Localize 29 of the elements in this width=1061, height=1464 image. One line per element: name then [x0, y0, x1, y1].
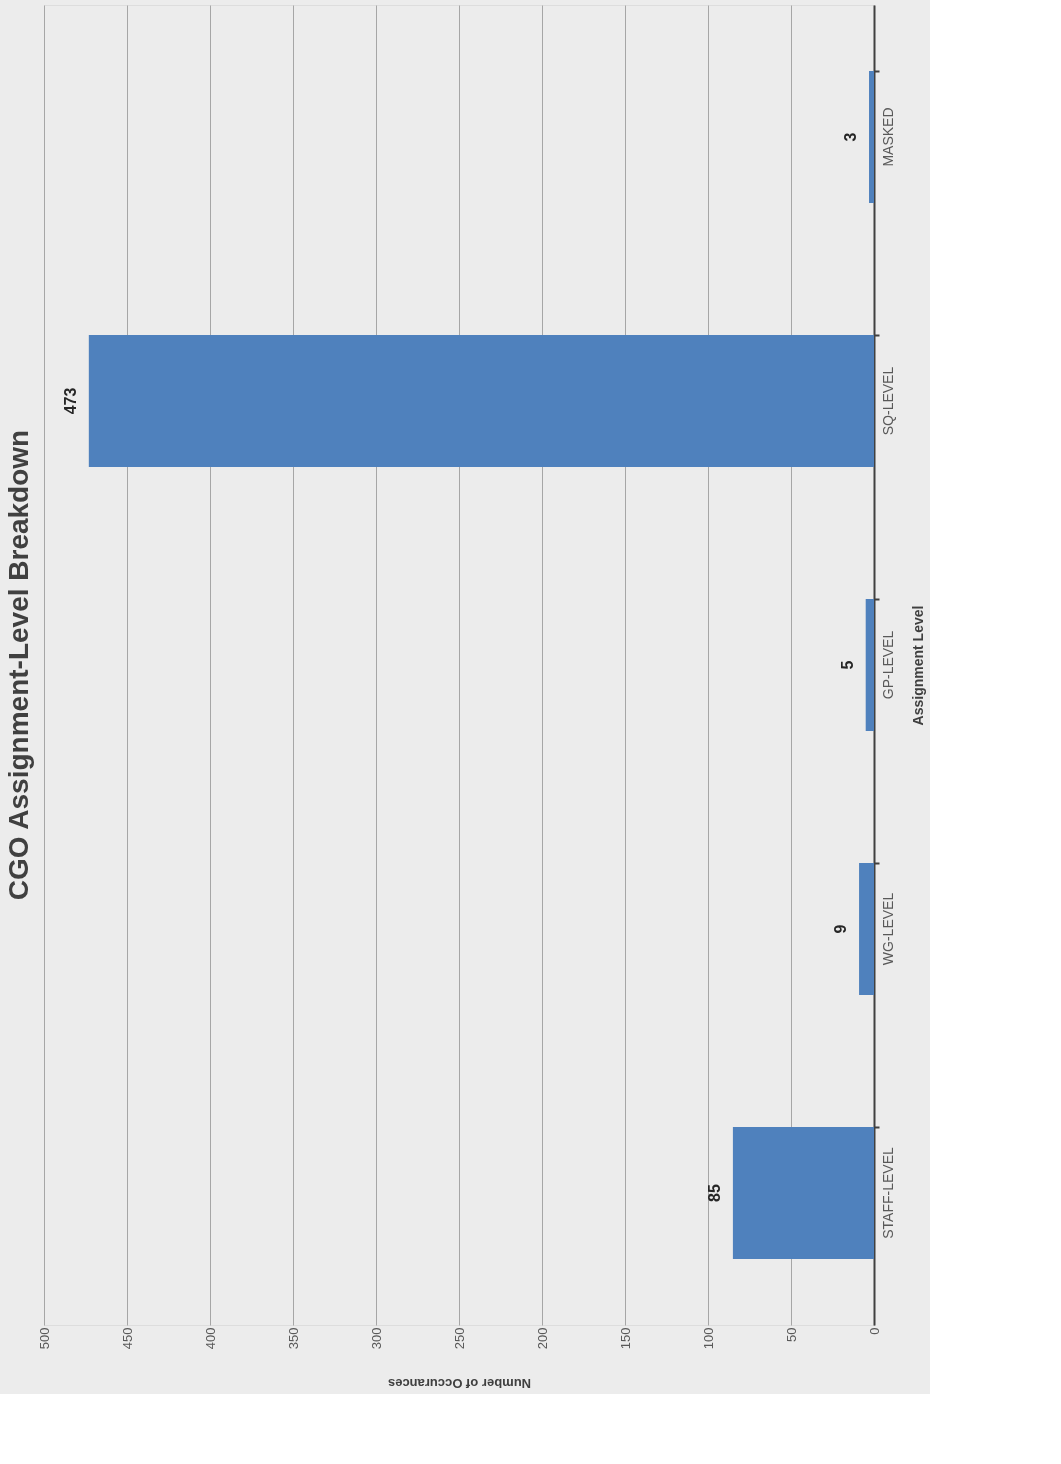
- bar: [732, 1127, 874, 1259]
- y-tick-label: WG-LEVEL: [879, 892, 896, 966]
- y-tick-label: MASKED: [879, 107, 896, 167]
- bar: [865, 599, 874, 731]
- x-tick-label: 200: [534, 1327, 550, 1350]
- y-tick-label: STAFF-LEVEL: [879, 1147, 896, 1239]
- data-label: 9: [832, 924, 850, 934]
- bar: [869, 71, 874, 203]
- y-tick-label: SQ-LEVEL: [879, 366, 896, 436]
- data-label: 3: [842, 132, 860, 142]
- text: CGO Assignment-Level Breakdown: [3, 429, 34, 901]
- x-tick-label: 100: [700, 1327, 716, 1350]
- data-label: 85: [705, 1184, 723, 1202]
- data-label: 473: [61, 387, 79, 415]
- x-tick-label: 50: [783, 1327, 799, 1342]
- bar: [88, 335, 874, 467]
- x-tick-label: 450: [119, 1327, 135, 1350]
- x-tick-label: 0: [866, 1327, 882, 1335]
- x-tick-label: 300: [368, 1327, 384, 1350]
- y-tick-label: GP-LEVEL: [879, 630, 896, 700]
- x-tick-label: 400: [202, 1327, 218, 1350]
- y-axis-title: Assignment Level: [909, 605, 926, 726]
- x-tick-label: 500: [36, 1327, 52, 1350]
- bar: [859, 863, 874, 995]
- data-label: 5: [838, 660, 856, 670]
- x-axis-title: Number of Occurances: [387, 1376, 532, 1392]
- x-tick-label: 150: [617, 1327, 633, 1350]
- x-tick-label: 250: [451, 1327, 467, 1350]
- x-tick-label: 350: [285, 1327, 301, 1350]
